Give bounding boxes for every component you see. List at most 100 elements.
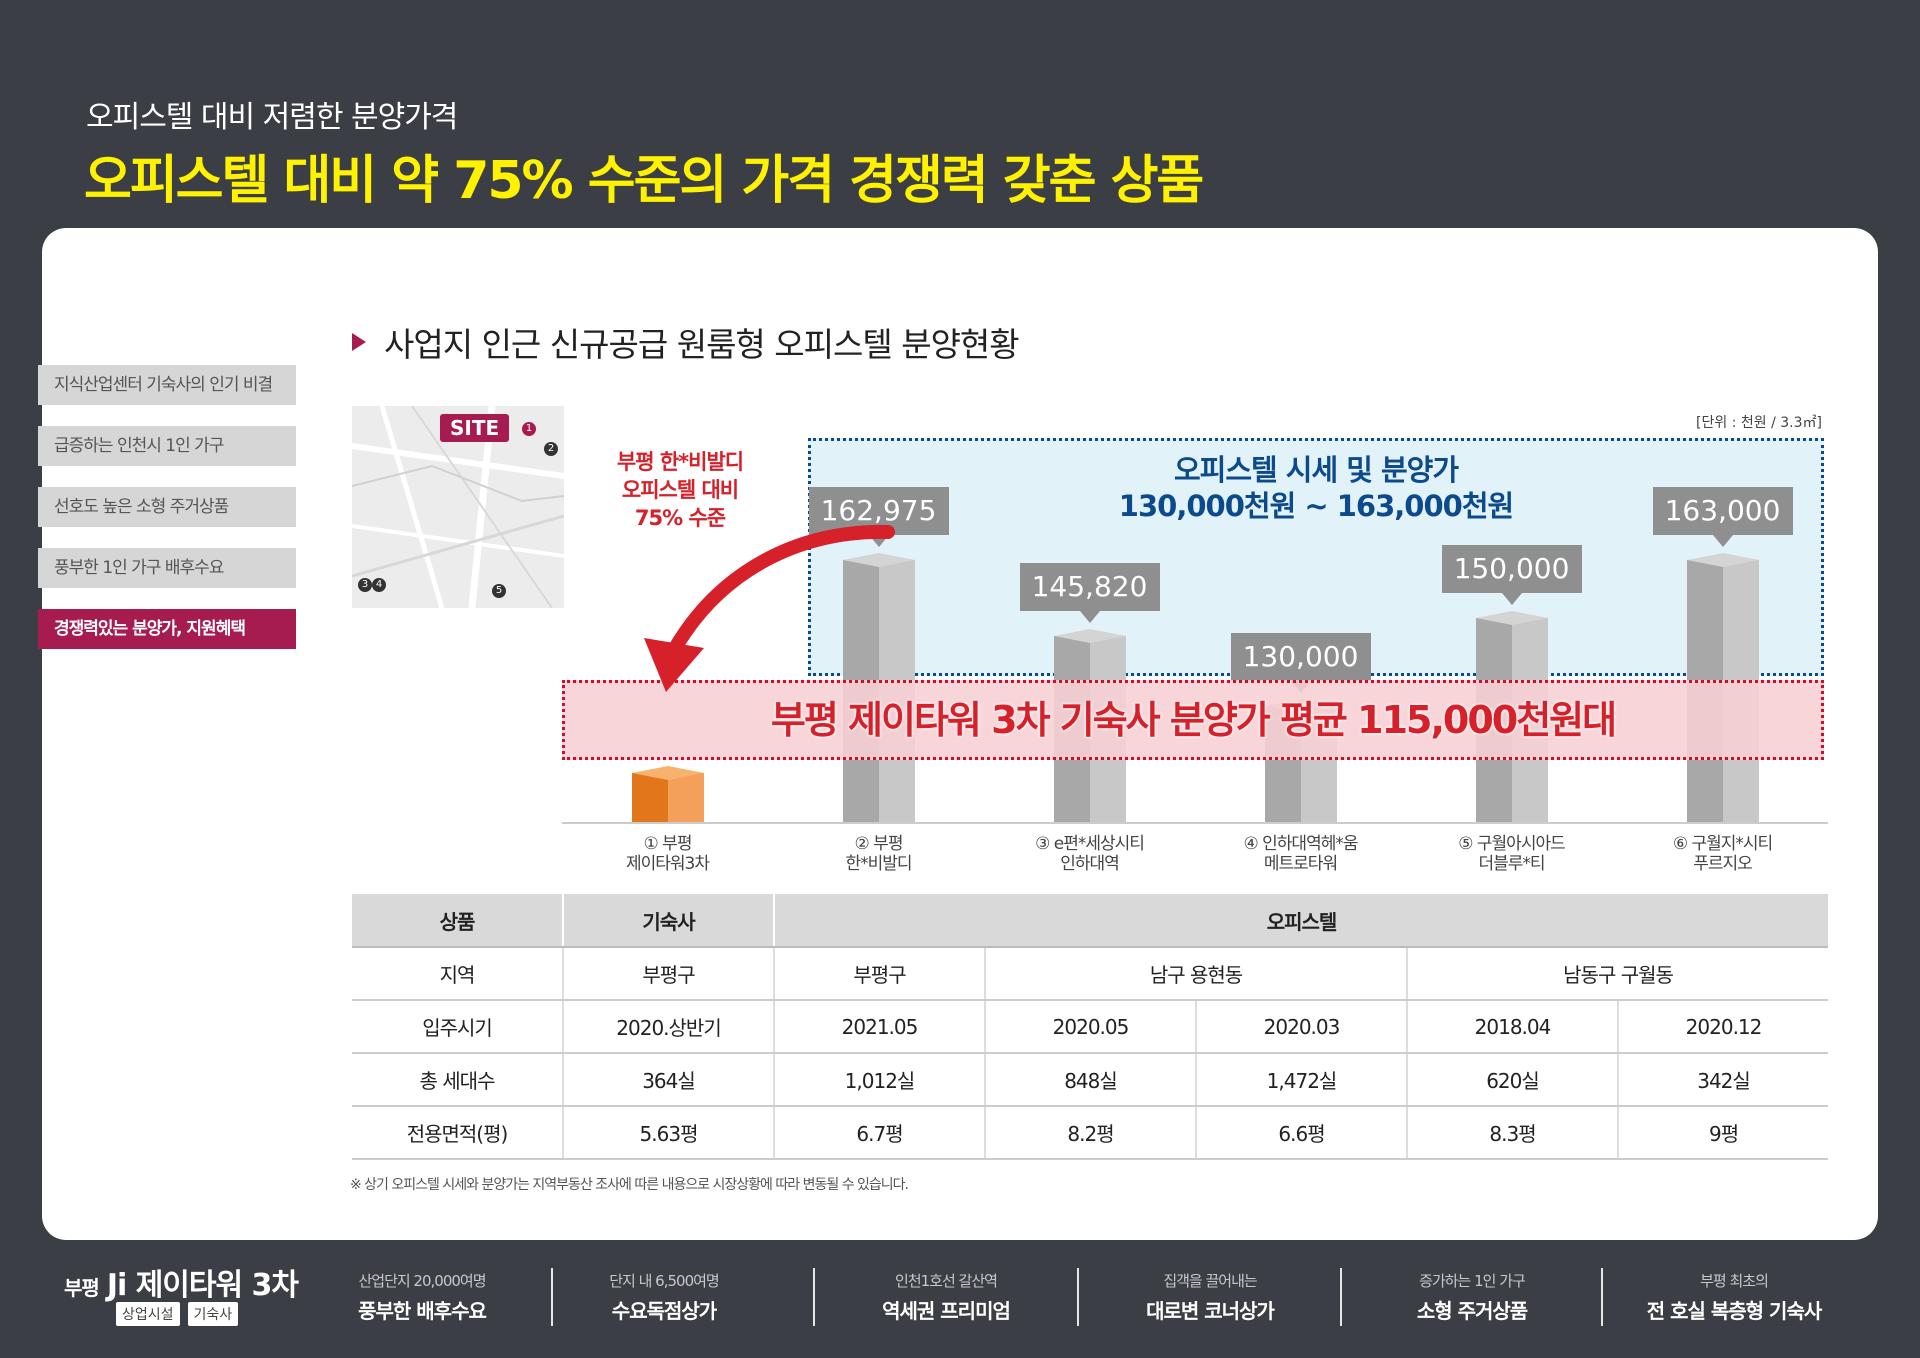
footer-feature-small-housing: 증가하는 1인 가구 소형 주거상품 [1352,1270,1592,1324]
brand-tag-dormitory: 기숙사 [187,1302,239,1326]
location-map: SITE 1 2 3 4 5 [352,406,564,608]
table-row: 전용면적(평) 5.63평 6.7평 8.2평 6.6평 8.3평 9평 [352,1106,1829,1160]
sidebar-item-price-benefits[interactable]: 경쟁력있는 분양가, 지원혜택 [38,609,296,649]
page-subtitle: 오피스텔 대비 저렴한 분양가격 [86,100,458,135]
table-cell: 364실 [563,1053,775,1107]
bar-value-label: 130,000 [1230,633,1371,693]
officetel-price-range-title: 오피스텔 시세 및 분양가 130,000천원 ~ 163,000천원 [808,452,1824,524]
table-row-label: 입주시기 [352,1000,564,1054]
comparison-note: 부평 한*비발디 오피스텔 대비 75% 수준 [592,448,768,532]
sidebar-item-single-households[interactable]: 급증하는 인천시 1인 가구 [38,426,296,466]
site-badge: SITE [440,414,510,442]
bar-value-label: 145,820 [1019,563,1160,623]
table-row: 총 세대수 364실 1,012실 848실 1,472실 620실 342실 [352,1053,1829,1107]
table-cell: 2018.04 [1407,1000,1619,1054]
table-cell: 620실 [1407,1053,1619,1107]
table-cell: 2021.05 [774,1000,986,1054]
brand-logo: 부평 Ji 제이타워 3차 [64,1260,299,1304]
table-row: 지역 부평구 부평구 남구 용현동 남동구 구월동 [352,947,1829,1001]
officetel-price-range-line-2: 130,000천원 ~ 163,000천원 [1118,489,1514,523]
footer-divider [551,1268,553,1326]
footer-feature-caption: 단지 내 6,500여명 [609,1272,719,1290]
table-cell: 남동구 구월동 [1407,947,1829,1001]
table-cell: 2020.12 [1618,1000,1829,1054]
footer-feature-caption: 인천1호선 갈산역 [895,1272,998,1290]
table-cell: 2020.상반기 [563,1000,775,1054]
footer-feature-caption: 증가하는 1인 가구 [1419,1272,1526,1290]
map-pin-5-icon: 5 [492,584,506,598]
map-pin-2-icon: 2 [544,442,558,456]
footer-feature-duplex: 부평 최초의 전 호실 복층형 기숙사 [1614,1270,1854,1324]
sidebar-item-small-housing[interactable]: 선호도 높은 소형 주거상품 [38,487,296,527]
section-title-text: 사업지 인근 신규공급 원룸형 오피스텔 분양현황 [384,325,1020,364]
brand-tag-commercial: 상업시설 [116,1302,180,1326]
footer-divider [1340,1268,1342,1326]
map-pin-4-icon: 4 [372,578,386,592]
footer-divider [1601,1268,1603,1326]
comparison-note-line-3: 75% 수준 [634,506,726,530]
footer-feature-title: 수요독점상가 [611,1299,717,1323]
bar-value-label: 150,000 [1441,545,1582,605]
footer-divider [1077,1268,1079,1326]
comparison-note-line-2: 오피스텔 대비 [621,478,739,502]
table-cell: 5.63평 [563,1106,775,1160]
footer-feature-demand: 산업단지 20,000여명 풍부한 배후수요 [302,1270,542,1324]
footer-feature-caption: 부평 최초의 [1700,1272,1769,1290]
sidebar-item-demand[interactable]: 풍부한 1인 가구 배후수요 [38,548,296,588]
officetel-price-range-line-1: 오피스텔 시세 및 분양가 [1173,453,1459,487]
dormitory-average-box [562,680,1824,760]
x-axis-label: ⑥ 구월지*시티 푸르지오 [1672,834,1773,874]
table-cell: 9평 [1618,1106,1829,1160]
table-cell: 2020.03 [1196,1000,1408,1054]
table-cell: 342실 [1618,1053,1829,1107]
brand-prefix: 부평 [64,1276,100,1300]
table-header-officetel: 오피스텔 [774,894,1829,948]
table-cell: 6.7평 [774,1106,986,1160]
table-cell: 2020.05 [985,1000,1197,1054]
table-cell: 남구 용현동 [985,947,1408,1001]
x-axis-label: ④ 인하대역헤*움 메트로타워 [1243,834,1359,874]
table-header-product: 상품 [352,894,564,948]
footer-feature-title: 전 호실 복층형 기숙사 [1646,1299,1823,1323]
chart-bar [632,766,704,822]
footnote: ※ 상기 오피스텔 시세와 분양가는 지역부동산 조사에 따른 내용으로 시장상… [350,1177,909,1193]
page-title: 오피스텔 대비 약 75% 수준의 가격 경쟁력 갖춘 상품 [84,151,1204,211]
footer-feature-title: 소형 주거상품 [1416,1299,1528,1323]
table-cell: 부평구 [774,947,986,1001]
map-pin-1-icon: 1 [522,422,536,436]
sidebar-item-dormitory-popularity[interactable]: 지식산업센터 기숙사의 인기 비결 [38,365,296,405]
footer-feature-station: 인천1호선 갈산역 역세권 프리미엄 [826,1270,1066,1324]
map-pin-3-icon: 3 [358,578,372,592]
footer-divider [813,1268,815,1326]
table-header-dormitory: 기숙사 [563,894,775,948]
footer-feature-title: 역세권 프리미엄 [882,1299,1011,1323]
table-cell: 1,472실 [1196,1053,1408,1107]
table-cell: 848실 [985,1053,1197,1107]
x-axis-label: ③ e편*세상시티 인하대역 [1035,834,1145,874]
triangle-bullet-icon [352,333,366,351]
dormitory-average-text: 부평 제이타워 3차 기숙사 분양가 평균 115,000천원대 [770,698,1617,742]
x-axis-label: ② 부평 한*비발디 [845,834,912,874]
table-cell: 8.3평 [1407,1106,1619,1160]
comparison-note-line-1: 부평 한*비발디 [616,450,744,474]
table-cell: 8.2평 [985,1106,1197,1160]
table-cell: 부평구 [563,947,775,1001]
footer-feature-title: 풍부한 배후수요 [358,1299,487,1323]
table-cell: 1,012실 [774,1053,986,1107]
footer-feature-caption: 집객을 끌어내는 [1163,1272,1257,1290]
footer-feature-caption: 산업단지 20,000여명 [358,1272,486,1290]
brand-tags: 상업시설 기숙사 [116,1302,239,1326]
brand-name: Ji 제이타워 3차 [106,1268,299,1303]
comparison-arrow-icon [644,524,895,692]
chart-baseline [562,822,1828,824]
table-header-row: 상품 기숙사 오피스텔 [352,894,1829,948]
section-title: 사업지 인근 신규공급 원룸형 오피스텔 분양현황 [352,318,1020,366]
table-row-label: 총 세대수 [352,1053,564,1107]
table-cell: 6.6평 [1196,1106,1408,1160]
table-row-label: 지역 [352,947,564,1001]
footer-feature-exclusive: 단지 내 6,500여명 수요독점상가 [544,1270,784,1324]
table-row-label: 전용면적(평) [352,1106,564,1160]
comparison-table: 상품 기숙사 오피스텔 지역 부평구 부평구 남구 용현동 남동구 구월동 입주… [352,894,1829,1160]
table-row: 입주시기 2020.상반기 2021.05 2020.05 2020.03 20… [352,1000,1829,1054]
x-axis-label: ⑤ 구월아시아드 더블루*티 [1458,834,1565,874]
